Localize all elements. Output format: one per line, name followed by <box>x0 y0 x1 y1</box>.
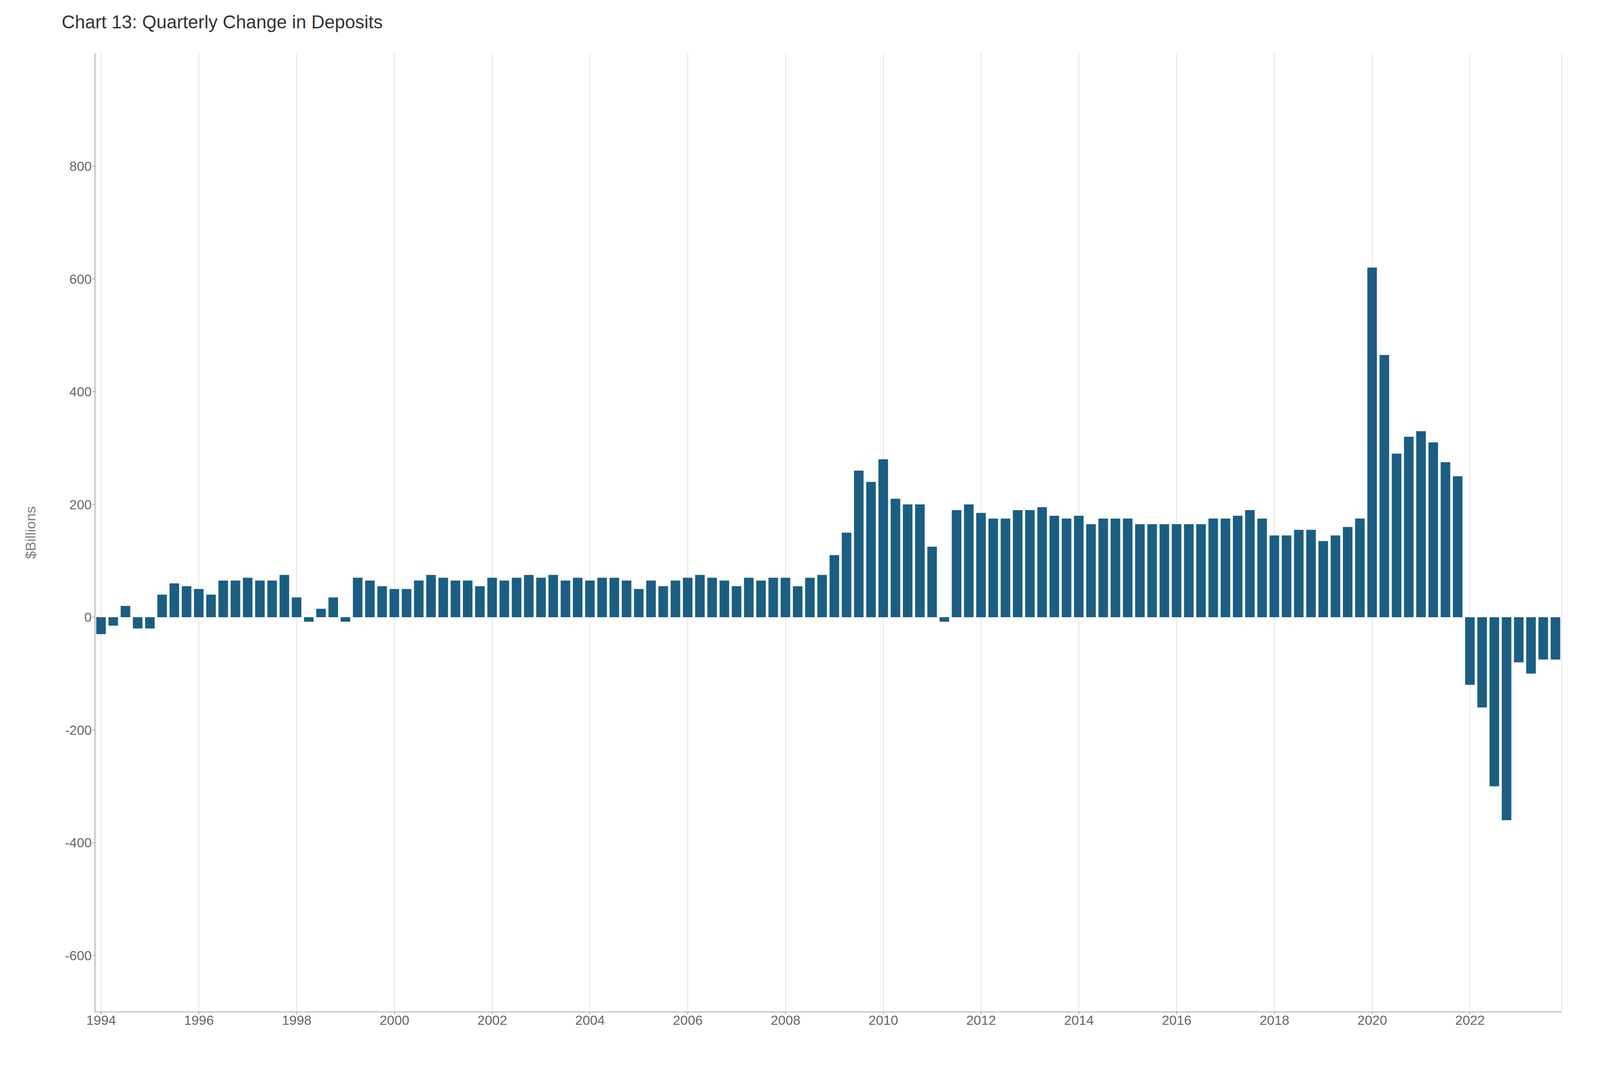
svg-text:1996: 1996 <box>184 1012 214 1028</box>
svg-text:800: 800 <box>69 158 92 174</box>
svg-text:2016: 2016 <box>1161 1012 1192 1028</box>
svg-text:600: 600 <box>69 271 92 287</box>
svg-text:2006: 2006 <box>672 1012 703 1028</box>
svg-text:-600: -600 <box>65 947 92 963</box>
svg-text:2020: 2020 <box>1357 1012 1388 1028</box>
svg-text:2018: 2018 <box>1259 1012 1290 1028</box>
svg-text:0: 0 <box>84 609 92 625</box>
svg-text:2002: 2002 <box>477 1012 508 1028</box>
svg-text:2012: 2012 <box>966 1012 996 1028</box>
svg-text:2010: 2010 <box>868 1012 898 1028</box>
svg-text:2014: 2014 <box>1064 1012 1094 1028</box>
svg-text:1994: 1994 <box>86 1012 116 1028</box>
svg-text:-200: -200 <box>65 722 92 738</box>
svg-text:-400: -400 <box>65 835 92 850</box>
html-text:Chart 13: Quarterly Change in: Chart 13: Quarterly Change in Deposits <box>61 11 383 33</box>
svg-text:1998: 1998 <box>281 1012 312 1028</box>
svg-text:$Billions: $Billions <box>22 506 39 560</box>
svg-text:2022: 2022 <box>1455 1012 1485 1028</box>
svg-text:200: 200 <box>69 497 92 513</box>
svg-text:2004: 2004 <box>575 1012 605 1028</box>
svg-text:400: 400 <box>69 384 92 400</box>
svg-text:2008: 2008 <box>770 1012 801 1028</box>
svg-text:2000: 2000 <box>379 1012 410 1028</box>
